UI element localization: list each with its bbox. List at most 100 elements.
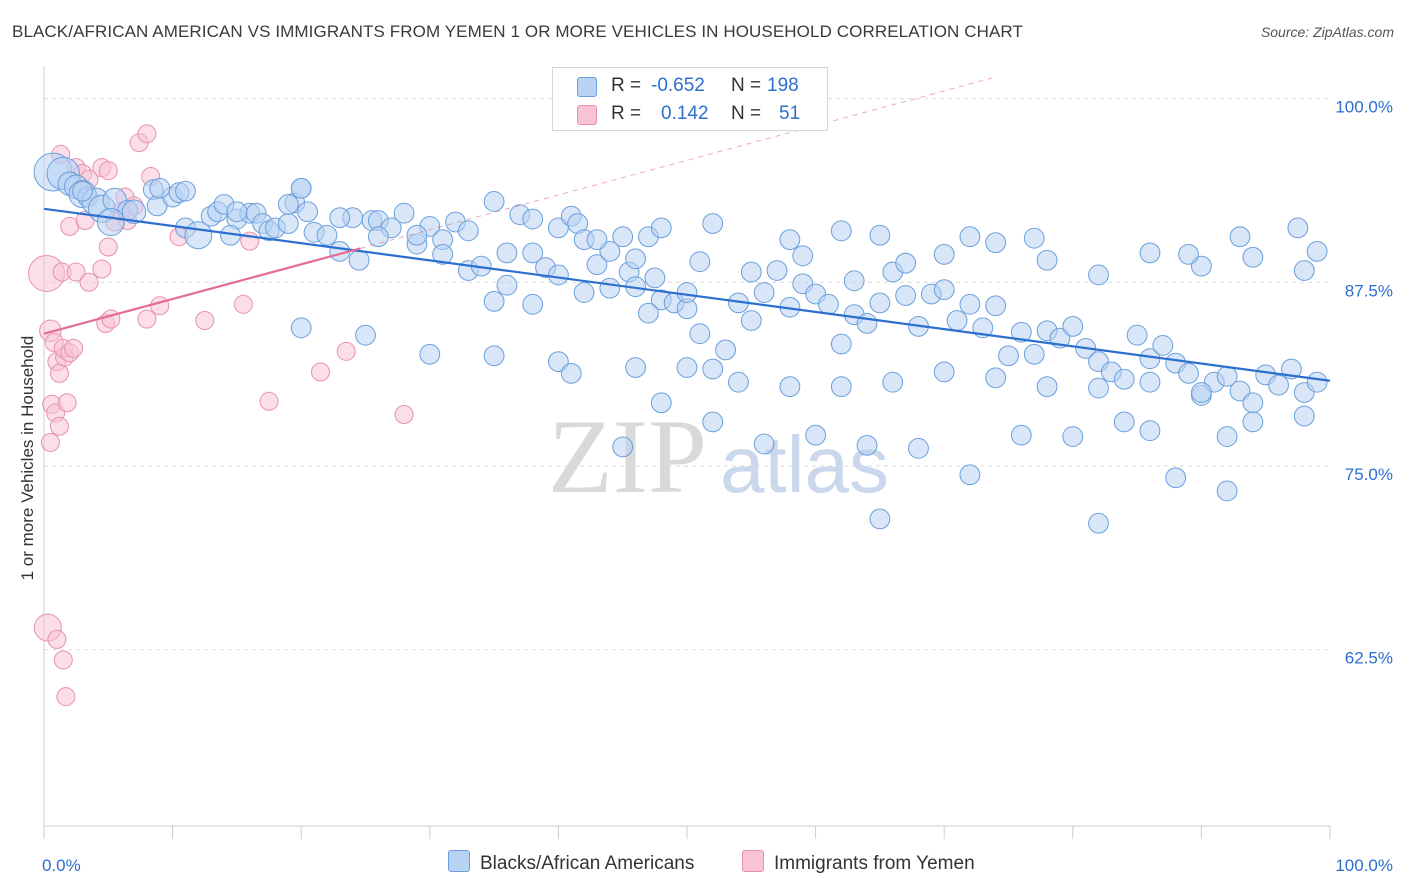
bottom-legend-swatch-yemen — [742, 850, 764, 872]
data-point-black — [818, 293, 839, 315]
data-point-black — [1191, 255, 1212, 277]
data-point-yemen — [75, 211, 95, 231]
data-point-black — [792, 245, 814, 267]
data-point-black — [1191, 382, 1212, 403]
data-point-black — [457, 220, 479, 242]
data-point-black — [1216, 426, 1238, 447]
data-point-black — [959, 464, 981, 486]
data-point-black — [573, 282, 595, 303]
data-point-yemen — [233, 294, 253, 314]
x-tick-label: 100.0% — [1335, 856, 1393, 875]
data-point-black — [644, 267, 666, 289]
data-point-black — [985, 232, 1007, 253]
data-point-yemen — [98, 237, 118, 257]
data-point-black — [1010, 321, 1032, 343]
data-point-black — [72, 180, 93, 202]
watermark-atlas: atlas — [720, 420, 889, 509]
data-point-black — [1268, 374, 1289, 396]
data-point-yemen — [49, 363, 69, 383]
data-point-black — [1178, 362, 1199, 384]
data-point-black — [638, 302, 659, 324]
data-point-black — [908, 437, 929, 459]
data-point-black — [715, 339, 736, 361]
data-point-black — [612, 436, 634, 458]
data-point-black — [1010, 424, 1032, 446]
data-point-yemen — [310, 362, 330, 382]
data-point-black — [1178, 243, 1199, 265]
data-point-black — [1126, 324, 1148, 346]
data-point-black — [676, 282, 698, 303]
data-point-black — [1229, 380, 1251, 402]
data-point-black — [316, 224, 338, 246]
data-point-yemen — [195, 310, 215, 330]
data-point-black — [869, 224, 891, 246]
data-point-yemen — [394, 405, 414, 425]
data-point-black — [1088, 512, 1109, 534]
data-point-black — [985, 367, 1007, 389]
legend-r-label: R = — [611, 75, 642, 96]
data-point-black — [290, 177, 312, 199]
data-point-black — [96, 208, 125, 237]
data-point-yemen — [57, 393, 77, 413]
bottom-legend-label-black: Blacks/African Americans — [480, 853, 695, 874]
data-point-black — [779, 229, 801, 251]
data-point-black — [856, 313, 878, 334]
data-point-black — [586, 229, 608, 251]
data-point-black — [998, 345, 1019, 367]
data-point-black — [1139, 420, 1161, 442]
data-point-black — [483, 345, 505, 367]
tick-labels: 62.5% 75.0% 87.5% 100.0% 0.0% 100.0% — [42, 98, 1393, 875]
data-point-black — [728, 371, 749, 393]
data-point-yemen — [98, 161, 118, 181]
data-point-yemen — [336, 341, 356, 361]
watermark: ZIP atlas — [548, 398, 889, 515]
legend-row-black: R = -0.652 N = 198 — [553, 72, 827, 100]
data-point-black — [548, 351, 569, 373]
legend-r-label: R = — [611, 103, 642, 124]
data-point-black — [419, 343, 441, 365]
data-point-black — [560, 362, 582, 384]
data-point-black — [959, 226, 981, 248]
y-axis-label: 1 or more Vehicles in Household — [18, 335, 37, 581]
data-point-black — [348, 249, 370, 271]
data-point-black — [226, 201, 248, 223]
data-point-black — [702, 411, 724, 433]
data-point-yemen — [79, 272, 99, 292]
data-point-black — [1036, 249, 1058, 271]
data-point-black — [586, 254, 608, 276]
bottom-legend-swatch-black — [448, 850, 470, 872]
data-point-yemen — [101, 309, 121, 329]
data-point-black — [406, 224, 428, 246]
data-point-black — [985, 295, 1007, 317]
data-point-black — [1287, 217, 1309, 239]
data-point-black — [149, 177, 171, 199]
data-point-black — [599, 277, 621, 299]
legend-swatch-yemen — [577, 105, 597, 125]
data-point-black — [522, 293, 544, 315]
data-point-black — [599, 241, 621, 262]
y-tick-label: 75.0% — [1345, 465, 1393, 484]
data-point-yemen — [56, 687, 76, 707]
data-point-black — [1088, 264, 1109, 286]
data-point-black — [933, 279, 955, 301]
data-point-black — [830, 376, 852, 398]
data-point-black — [367, 226, 389, 248]
data-point-black — [121, 199, 147, 224]
data-point-black — [882, 371, 904, 393]
data-point-black — [355, 324, 376, 346]
data-point-black — [830, 220, 852, 242]
legend-r-value: -0.652 — [651, 75, 705, 96]
data-point-black — [1306, 241, 1328, 262]
data-point-black — [1062, 426, 1084, 447]
data-point-black — [1242, 392, 1264, 414]
data-point-yemen — [137, 124, 157, 144]
legend-n-label: N = — [731, 75, 762, 96]
data-point-black — [933, 243, 955, 265]
data-point-black — [1152, 335, 1174, 356]
data-point-yemen — [40, 432, 60, 452]
data-point-black — [1023, 343, 1045, 365]
data-point-black — [1306, 371, 1328, 393]
data-point-black — [869, 292, 891, 314]
data-point-black — [393, 202, 415, 224]
data-point-black — [740, 310, 762, 331]
